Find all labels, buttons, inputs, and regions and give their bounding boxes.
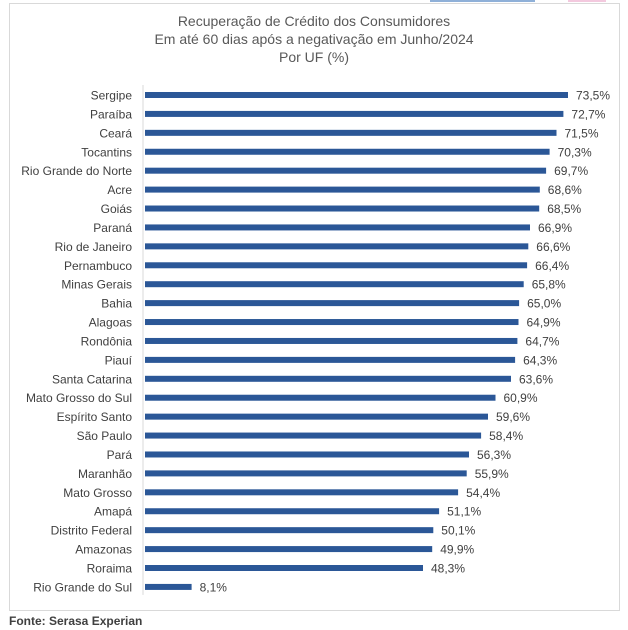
data-label: 8,1% xyxy=(200,580,228,594)
category-label: Pará xyxy=(107,448,133,462)
bar xyxy=(145,262,528,269)
bar xyxy=(145,300,520,307)
bar xyxy=(145,413,488,420)
category-label: Rio Grande do Sul xyxy=(33,580,132,594)
category-label: Pernambuco xyxy=(64,259,132,273)
category-label: São Paulo xyxy=(77,429,133,443)
category-label: Mato Grosso xyxy=(63,486,132,500)
data-label: 64,3% xyxy=(523,353,557,367)
top-decoration-strip-pink xyxy=(568,0,606,2)
chart-title-line-1: Recuperação de Crédito dos Consumidores xyxy=(177,13,451,29)
bar xyxy=(145,129,557,136)
bar xyxy=(145,565,423,571)
category-label: Minas Gerais xyxy=(61,278,132,292)
data-label: 70,3% xyxy=(558,145,592,159)
bar xyxy=(145,167,547,174)
bar xyxy=(145,375,511,382)
data-label: 50,1% xyxy=(441,524,475,538)
bar xyxy=(145,319,519,326)
data-label: 68,6% xyxy=(548,183,582,197)
category-label: Rio Grande do Norte xyxy=(21,164,132,178)
data-label: 71,5% xyxy=(565,126,599,140)
category-label: Roraima xyxy=(87,562,133,576)
data-label: 51,1% xyxy=(447,505,481,519)
bar xyxy=(145,527,434,534)
category-label: Bahia xyxy=(101,297,132,311)
bar xyxy=(145,243,529,250)
category-label: Amazonas xyxy=(75,543,132,557)
bar xyxy=(145,337,518,344)
bar xyxy=(145,583,192,590)
data-label: 64,9% xyxy=(527,316,561,330)
category-label: Sergipe xyxy=(91,89,133,103)
data-label: 65,0% xyxy=(527,297,561,311)
bar xyxy=(145,224,530,231)
bar xyxy=(145,110,564,117)
bar xyxy=(145,508,440,515)
data-label: 59,6% xyxy=(496,410,530,424)
data-label: 48,3% xyxy=(431,562,465,576)
category-label: Santa Catarina xyxy=(52,372,132,386)
bar xyxy=(145,489,459,496)
data-label: 73,5% xyxy=(576,89,610,103)
bar xyxy=(145,148,550,155)
chart-title-line-2: Em até 60 dias após a negativação em Jun… xyxy=(154,31,474,47)
category-label: Espírito Santo xyxy=(57,410,133,424)
data-label: 63,6% xyxy=(519,372,553,386)
data-label: 55,9% xyxy=(475,467,509,481)
data-label: 65,8% xyxy=(532,278,566,292)
category-label: Acre xyxy=(107,183,132,197)
bar xyxy=(145,470,467,477)
data-label: 49,9% xyxy=(440,543,474,557)
category-label: Paraná xyxy=(93,221,132,235)
category-label: Paraíba xyxy=(90,107,132,121)
category-label: Amapá xyxy=(94,505,132,519)
bar xyxy=(145,356,516,363)
category-label: Alagoas xyxy=(89,316,132,330)
category-label: Rondônia xyxy=(81,334,133,348)
data-label: 66,6% xyxy=(536,240,570,254)
data-label: 66,4% xyxy=(535,259,569,273)
top-decoration-strip xyxy=(430,0,535,2)
data-label: 58,4% xyxy=(489,429,523,443)
category-label: Rio de Janeiro xyxy=(55,240,133,254)
data-label: 64,7% xyxy=(525,334,559,348)
category-label: Piauí xyxy=(105,353,133,367)
data-label: 69,7% xyxy=(554,164,588,178)
category-label: Goiás xyxy=(101,202,132,216)
source-note: Fonte: Serasa Experian xyxy=(9,614,143,628)
bar xyxy=(145,281,524,288)
category-label: Distrito Federal xyxy=(51,524,132,538)
bar xyxy=(145,451,469,458)
data-label: 60,9% xyxy=(504,391,538,405)
data-label: 56,3% xyxy=(477,448,511,462)
chart-title: Recuperação de Crédito dos Consumidores … xyxy=(0,12,628,66)
bar xyxy=(145,432,482,439)
data-label: 72,7% xyxy=(571,107,605,121)
bar xyxy=(145,546,433,553)
data-label: 68,5% xyxy=(547,202,581,216)
category-label: Tocantins xyxy=(81,145,132,159)
category-label: Maranhão xyxy=(78,467,132,481)
category-label: Mato Grosso do Sul xyxy=(26,391,132,405)
bar xyxy=(145,394,496,401)
bar xyxy=(145,92,568,98)
bar xyxy=(145,186,540,193)
data-label: 66,9% xyxy=(538,221,572,235)
bar xyxy=(145,205,540,212)
data-label: 54,4% xyxy=(466,486,500,500)
chart-title-line-3: Por UF (%) xyxy=(279,49,349,65)
category-label: Ceará xyxy=(99,126,132,140)
